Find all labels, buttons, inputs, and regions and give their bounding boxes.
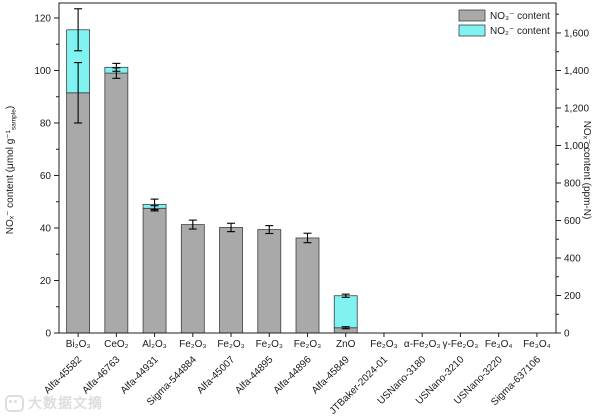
x-label-formula-5: Fe₂O₃: [256, 339, 283, 350]
y-left-tick-label-6: 120: [34, 13, 51, 24]
bar-no3-6: [295, 237, 320, 334]
legend-swatch-1: [458, 24, 486, 37]
y-right-tick-label-2: 400: [564, 253, 581, 264]
y-right-tick-label-3: 600: [564, 216, 581, 227]
x-label-formula-1: CeO₂: [104, 339, 129, 350]
y-right-tick-label-8: 1,600: [564, 28, 589, 39]
x-label-formula-8: Fe₂O₃: [370, 339, 397, 350]
axis-title-left: NOₓ⁻ content (μmol g⁻¹sample): [5, 106, 18, 234]
legend: [458, 9, 486, 37]
y-left-tick-label-2: 40: [40, 223, 52, 234]
legend-swatch-0: [458, 9, 486, 22]
bar-no3-4: [219, 227, 243, 334]
y-left-tick-label-3: 60: [40, 171, 52, 182]
x-label-formula-0: Bi₂O₃: [66, 339, 91, 350]
axis-title-right: NOₓ⁻ content (ppm-N): [581, 121, 592, 220]
bar-no3-2: [142, 207, 167, 334]
y-left-tick-label-5: 100: [34, 66, 51, 77]
x-label-formula-3: Fe₂O₃: [179, 339, 206, 350]
y-left-tick-label-4: 80: [40, 118, 52, 129]
x-label-formula-2: Al₂O₃: [142, 339, 167, 350]
bar-no3-3: [180, 224, 205, 334]
y-right-tick-label-7: 1,400: [564, 66, 589, 77]
legend-label-1: NO₂⁻ content: [490, 26, 550, 37]
x-label-formula-9: α-Fe₂O₃: [404, 339, 441, 350]
y-left-tick-label-0: 0: [45, 329, 51, 340]
x-label-formula-4: Fe₂O₃: [217, 339, 244, 350]
x-label-formula-10: γ-Fe₂O₃: [443, 339, 479, 350]
x-label-formula-6: Fe₂O₃: [294, 339, 321, 350]
bar-no3-1: [104, 72, 129, 334]
y-left-tick-label-1: 20: [40, 276, 52, 287]
y-right-tick-label-6: 1,200: [564, 103, 589, 114]
y-right-tick-label-0: 0: [564, 329, 570, 340]
y-right-tick-label-5: 1,000: [564, 141, 589, 152]
bar-no3-0: [66, 92, 91, 334]
bar-no2-7: [333, 295, 358, 329]
x-label-formula-11: Fe₃O₄: [485, 339, 513, 350]
x-label-formula-12: Fe₃O₄: [523, 339, 551, 350]
x-label-formula-7: ZnO: [336, 339, 356, 350]
y-right-tick-label-1: 200: [564, 291, 581, 302]
y-right-tick-label-4: 800: [564, 178, 581, 189]
legend-label-0: NO₃⁻ content: [490, 11, 550, 22]
bar-no3-5: [257, 229, 282, 334]
